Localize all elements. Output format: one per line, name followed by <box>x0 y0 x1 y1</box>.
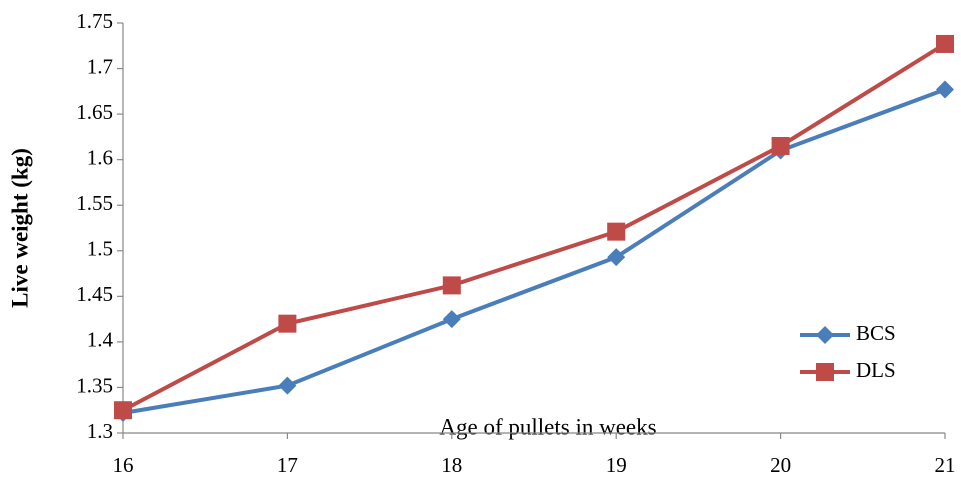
x-tick-label: 20 <box>770 453 791 477</box>
marker <box>936 34 954 53</box>
y-tick-label: 1.5 <box>87 237 113 261</box>
y-tick-label: 1.35 <box>76 373 113 397</box>
y-tick-label: 1.75 <box>76 9 113 33</box>
x-axis-title: Age of pullets in weeks <box>439 414 656 439</box>
marker <box>278 376 297 395</box>
marker <box>278 314 297 333</box>
legend-label: DLS <box>856 358 896 382</box>
marker <box>442 310 461 329</box>
x-tick-label: 18 <box>441 453 462 477</box>
legend-marker <box>816 326 834 344</box>
x-tick-label: 21 <box>935 453 956 477</box>
marker <box>936 80 954 99</box>
series-line <box>122 42 947 412</box>
y-tick-label: 1.55 <box>76 191 113 215</box>
legend-label: BCS <box>856 321 896 345</box>
x-tick-label: 16 <box>113 453 134 477</box>
x-tick-label: 17 <box>277 453 298 477</box>
y-tick-label: 1.45 <box>76 282 113 306</box>
marker <box>607 248 626 267</box>
y-tick-label: 1.7 <box>87 54 113 78</box>
y-tick-label: 1.4 <box>87 328 114 352</box>
y-tick-label: 1.6 <box>87 145 113 169</box>
series-line <box>122 87 946 415</box>
legend-marker <box>816 363 834 381</box>
y-tick-label: 1.65 <box>76 100 113 124</box>
marker <box>771 137 790 155</box>
marker <box>607 222 626 241</box>
y-axis-title: Live weight (kg) <box>7 148 32 308</box>
y-tick-label: 1.3 <box>87 419 113 443</box>
marker <box>114 401 132 420</box>
x-tick-label: 19 <box>606 453 627 477</box>
marker <box>442 276 461 295</box>
